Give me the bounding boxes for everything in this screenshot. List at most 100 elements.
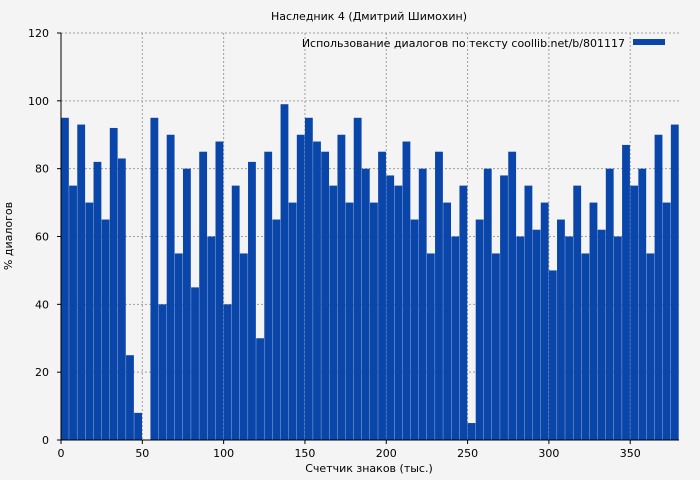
- bar: [532, 229, 541, 440]
- bar: [508, 151, 517, 441]
- bar: [654, 134, 663, 440]
- bar: [394, 185, 403, 440]
- bar: [296, 134, 305, 440]
- bar: [248, 161, 256, 440]
- x-axis-label: Счетчик знаков (тыс.): [305, 462, 433, 475]
- x-tick-label: 200: [376, 447, 397, 460]
- bar: [150, 117, 159, 441]
- bar: [304, 117, 313, 441]
- y-tick-label: 0: [42, 434, 49, 447]
- bar: [402, 141, 411, 441]
- x-tick-label: 0: [58, 447, 65, 460]
- bar: [491, 253, 500, 440]
- bar: [361, 168, 370, 440]
- bar: [329, 185, 338, 440]
- bar: [443, 202, 452, 440]
- bar: [410, 219, 419, 440]
- bar: [483, 168, 492, 440]
- bar: [622, 144, 630, 441]
- bar: [540, 202, 549, 440]
- bar: [207, 236, 216, 440]
- bar: [500, 175, 508, 440]
- bar: [548, 270, 557, 440]
- legend: Использование диалогов по тексту coollib…: [302, 37, 665, 50]
- bar: [630, 185, 639, 440]
- bar: [589, 202, 598, 440]
- bar: [646, 253, 655, 440]
- legend-label: Использование диалогов по тексту coollib…: [302, 37, 625, 50]
- x-tick-label: 300: [538, 447, 559, 460]
- bar: [313, 141, 321, 441]
- y-tick-label: 20: [35, 366, 49, 379]
- bar: [386, 175, 395, 440]
- bar: [182, 168, 191, 440]
- bar: [93, 161, 102, 440]
- bar: [475, 219, 484, 440]
- bar: [670, 124, 679, 440]
- y-tick-label: 120: [28, 27, 49, 40]
- bar: [77, 124, 86, 440]
- bar: [199, 151, 208, 441]
- chart-title: Наследник 4 (Дмитрий Шимохин): [271, 10, 467, 23]
- y-tick-label: 40: [35, 298, 49, 311]
- bar: [61, 117, 69, 441]
- bar: [573, 185, 582, 440]
- bar: [605, 168, 614, 440]
- bar: [166, 134, 175, 440]
- x-tick-label: 100: [213, 447, 234, 460]
- bar: [597, 229, 606, 440]
- bar: [557, 219, 565, 440]
- x-tick-label: 350: [620, 447, 641, 460]
- y-tick-label: 100: [28, 95, 49, 108]
- bar: [378, 151, 386, 441]
- x-tick-label: 150: [294, 447, 315, 460]
- bar: [174, 253, 183, 440]
- bar: [418, 168, 427, 440]
- bar: [101, 219, 110, 440]
- bar: [370, 202, 378, 440]
- bar: [613, 236, 622, 440]
- bar: [69, 185, 77, 440]
- bar: [353, 117, 362, 441]
- bar: [223, 304, 232, 440]
- bar: [662, 202, 671, 440]
- bar: [191, 287, 199, 440]
- bar: [117, 158, 126, 440]
- bar: [215, 141, 224, 441]
- y-tick-label: 80: [35, 163, 49, 176]
- bar: [459, 185, 468, 440]
- bar: [321, 151, 330, 441]
- bar: [280, 104, 289, 440]
- bar: [451, 236, 460, 440]
- bar: [85, 202, 94, 440]
- x-tick-label: 50: [135, 447, 149, 460]
- bar: [581, 253, 590, 440]
- bar: [345, 202, 354, 440]
- bar: [435, 151, 443, 441]
- bar: [638, 168, 647, 440]
- bar: [288, 202, 297, 440]
- legend-swatch: [633, 39, 665, 45]
- bar: [109, 127, 118, 440]
- bar: [426, 253, 435, 440]
- bars: [61, 104, 679, 441]
- bar: [158, 304, 167, 440]
- x-tick-label: 250: [457, 447, 478, 460]
- bar: [126, 355, 134, 440]
- bar: [565, 236, 573, 440]
- bar: [516, 236, 525, 440]
- bar: [337, 134, 346, 440]
- x-axis: 0 50 100 150 200 250 300 350: [58, 440, 641, 460]
- bar: [239, 253, 248, 440]
- y-tick-label: 60: [35, 231, 49, 244]
- y-axis-label: % диалогов: [2, 202, 15, 270]
- bar: [467, 423, 476, 440]
- bar: [524, 185, 533, 440]
- y-axis: 0 20 40 60 80 100 120: [28, 27, 61, 447]
- bar: [272, 219, 281, 440]
- bar: [256, 338, 264, 440]
- bar: [231, 185, 240, 440]
- bar: [134, 412, 143, 440]
- bar: [264, 151, 273, 441]
